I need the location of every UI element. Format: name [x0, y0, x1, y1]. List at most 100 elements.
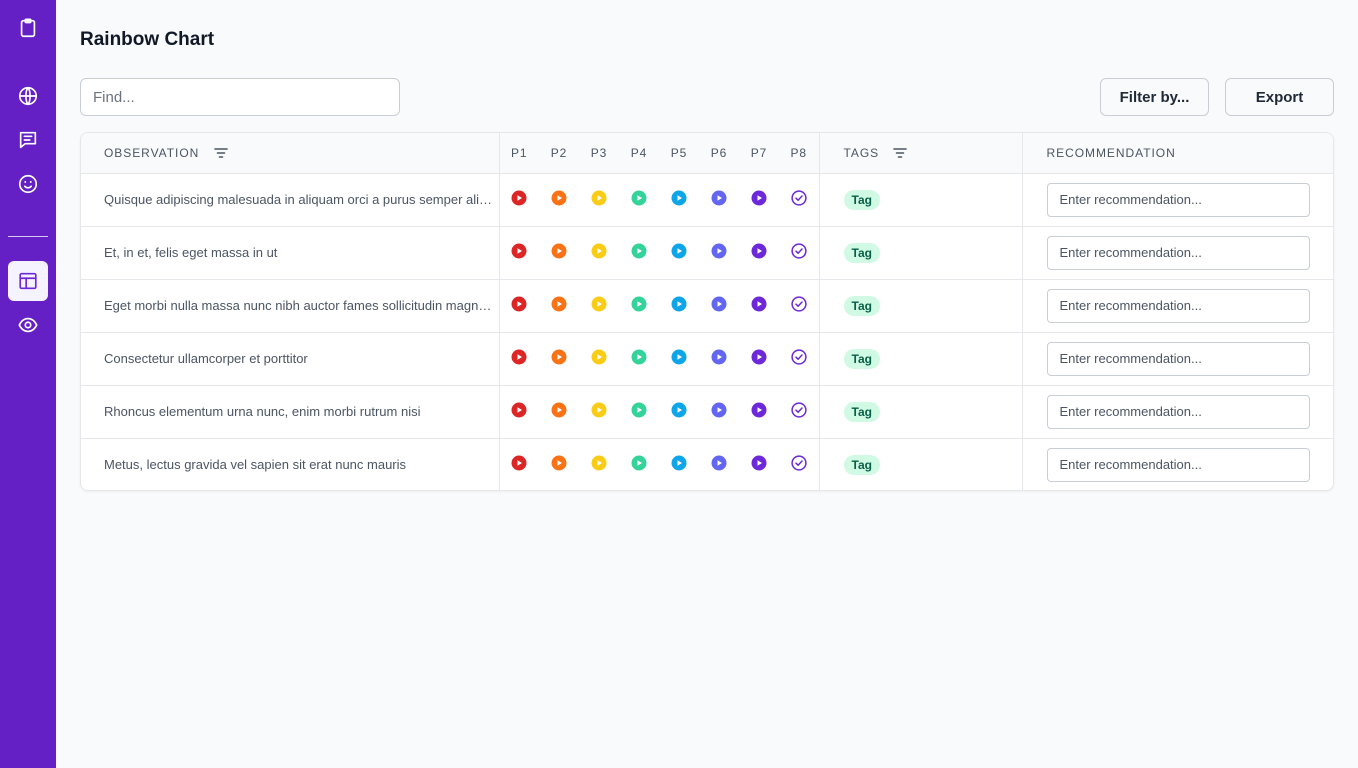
participant-cell-p4	[619, 332, 659, 386]
observation-header-label: OBSERVATION	[104, 146, 200, 161]
tag-badge[interactable]: Tag	[843, 295, 880, 316]
table-icon[interactable]	[8, 261, 48, 301]
play-circle-icon[interactable]	[631, 243, 647, 259]
check-circle-icon[interactable]	[791, 243, 807, 259]
play-circle-icon[interactable]	[551, 349, 567, 365]
eye-icon[interactable]	[8, 305, 48, 345]
play-circle-icon[interactable]	[631, 402, 647, 418]
tag-badge[interactable]: Tag	[843, 401, 880, 422]
filter-button[interactable]: Filter by...	[1100, 78, 1209, 116]
tag-badge[interactable]: Tag	[843, 348, 880, 369]
tags-cell: Tag	[819, 173, 1023, 227]
observation-text: Quisque adipiscing malesuada in aliquam …	[104, 192, 493, 207]
play-circle-icon[interactable]	[511, 402, 527, 418]
play-circle-icon[interactable]	[711, 402, 727, 418]
tags-header[interactable]: TAGS	[819, 133, 1023, 174]
table-row: Rhoncus elementum urna nunc, enim morbi …	[81, 385, 1333, 439]
play-circle-icon[interactable]	[551, 243, 567, 259]
play-circle-icon[interactable]	[711, 349, 727, 365]
play-circle-icon[interactable]	[711, 243, 727, 259]
recommendation-input[interactable]	[1046, 235, 1310, 270]
smiley-icon[interactable]	[8, 164, 48, 204]
check-circle-icon[interactable]	[791, 190, 807, 206]
participant-cell-p5	[659, 385, 699, 439]
play-circle-icon[interactable]	[751, 243, 767, 259]
check-circle-icon[interactable]	[791, 349, 807, 365]
chat-icon[interactable]	[8, 120, 48, 160]
tag-badge[interactable]: Tag	[843, 242, 880, 263]
play-circle-icon[interactable]	[671, 402, 687, 418]
recommendation-input[interactable]	[1046, 288, 1310, 323]
filter-icon[interactable]	[213, 147, 228, 159]
participant-cell-p5	[659, 332, 699, 386]
filter-icon[interactable]	[893, 147, 908, 159]
play-circle-icon[interactable]	[711, 455, 727, 471]
recommendation-input[interactable]	[1046, 341, 1310, 376]
observation-cell: Quisque adipiscing malesuada in aliquam …	[81, 173, 500, 227]
recommendation-input[interactable]	[1046, 394, 1310, 429]
participant-cell-p7	[739, 226, 779, 280]
observation-text: Eget morbi nulla massa nunc nibh auctor …	[104, 298, 493, 313]
play-circle-icon[interactable]	[591, 243, 607, 259]
play-circle-icon[interactable]	[511, 349, 527, 365]
recommendation-cell	[1022, 173, 1333, 227]
observation-header[interactable]: OBSERVATION	[81, 133, 500, 174]
tag-badge[interactable]: Tag	[843, 454, 880, 475]
play-circle-icon[interactable]	[671, 190, 687, 206]
participant-cell-p8	[779, 279, 820, 333]
play-circle-icon[interactable]	[591, 296, 607, 312]
observation-text: Et, in et, felis eget massa in ut	[104, 245, 278, 260]
clipboard-icon[interactable]	[8, 8, 48, 48]
recommendation-input[interactable]	[1046, 182, 1310, 217]
participant-header-p7: P7	[739, 133, 779, 174]
play-circle-icon[interactable]	[511, 455, 527, 471]
play-circle-icon[interactable]	[591, 349, 607, 365]
globe-icon[interactable]	[8, 76, 48, 116]
export-button[interactable]: Export	[1225, 78, 1334, 116]
participant-header-p3: P3	[579, 133, 619, 174]
participant-header-p4: P4	[619, 133, 659, 174]
play-circle-icon[interactable]	[631, 455, 647, 471]
participant-header-p6: P6	[699, 133, 739, 174]
search-input[interactable]	[80, 78, 400, 116]
play-circle-icon[interactable]	[671, 243, 687, 259]
page-title: Rainbow Chart	[80, 29, 215, 50]
check-circle-icon[interactable]	[791, 455, 807, 471]
recommendation-cell	[1022, 279, 1333, 333]
play-circle-icon[interactable]	[511, 243, 527, 259]
recommendation-cell	[1022, 226, 1333, 280]
tag-badge[interactable]: Tag	[843, 189, 880, 210]
play-circle-icon[interactable]	[631, 296, 647, 312]
table-row: Quisque adipiscing malesuada in aliquam …	[81, 173, 1333, 227]
play-circle-icon[interactable]	[671, 349, 687, 365]
play-circle-icon[interactable]	[591, 190, 607, 206]
play-circle-icon[interactable]	[751, 190, 767, 206]
play-circle-icon[interactable]	[711, 190, 727, 206]
play-circle-icon[interactable]	[511, 190, 527, 206]
play-circle-icon[interactable]	[551, 190, 567, 206]
play-circle-icon[interactable]	[671, 296, 687, 312]
check-circle-icon[interactable]	[791, 402, 807, 418]
participant-cell-p6	[699, 332, 739, 386]
play-circle-icon[interactable]	[591, 455, 607, 471]
tags-cell: Tag	[819, 279, 1023, 333]
play-circle-icon[interactable]	[751, 455, 767, 471]
participant-cell-p7	[739, 173, 779, 227]
participant-cell-p5	[659, 279, 699, 333]
play-circle-icon[interactable]	[631, 190, 647, 206]
check-circle-icon[interactable]	[791, 296, 807, 312]
play-circle-icon[interactable]	[751, 402, 767, 418]
play-circle-icon[interactable]	[591, 402, 607, 418]
play-circle-icon[interactable]	[751, 349, 767, 365]
play-circle-icon[interactable]	[551, 296, 567, 312]
play-circle-icon[interactable]	[751, 296, 767, 312]
recommendation-input[interactable]	[1046, 447, 1310, 482]
play-circle-icon[interactable]	[551, 402, 567, 418]
play-circle-icon[interactable]	[511, 296, 527, 312]
play-circle-icon[interactable]	[551, 455, 567, 471]
participant-cell-p3	[579, 279, 619, 333]
play-circle-icon[interactable]	[711, 296, 727, 312]
play-circle-icon[interactable]	[631, 349, 647, 365]
recommendation-cell	[1022, 438, 1333, 490]
play-circle-icon[interactable]	[671, 455, 687, 471]
